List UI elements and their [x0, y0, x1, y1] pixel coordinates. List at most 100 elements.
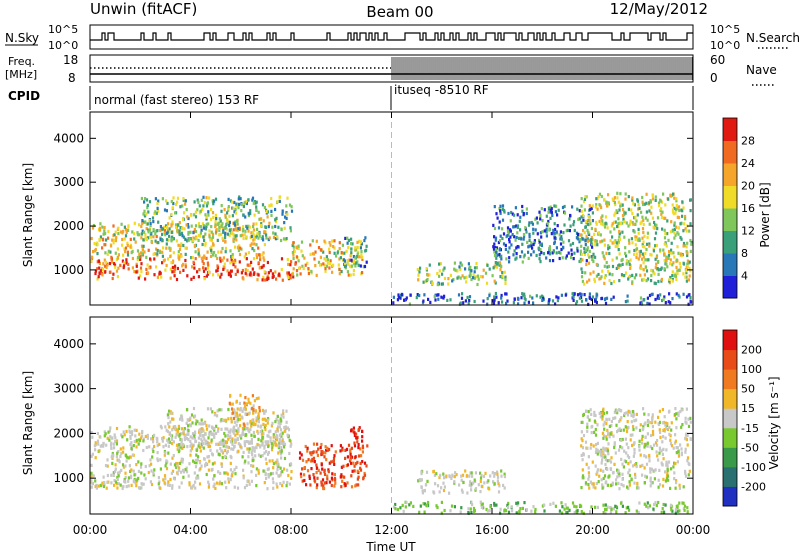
data-cell [271, 477, 274, 481]
data-cell [545, 227, 548, 231]
data-cell [475, 266, 478, 270]
data-cell [261, 441, 264, 445]
data-cell [663, 236, 667, 240]
data-cell [197, 252, 200, 256]
data-cell [458, 483, 461, 487]
data-cell [531, 222, 534, 226]
data-cell [155, 229, 158, 233]
data-cell [664, 301, 667, 305]
data-cell [246, 263, 249, 267]
data-cell [672, 251, 675, 255]
data-cell [253, 228, 256, 232]
data-cell [616, 244, 619, 248]
data-cell [601, 239, 604, 243]
data-cell [581, 270, 584, 274]
data-cell [272, 443, 275, 447]
data-cell [434, 298, 437, 302]
data-cell [575, 505, 578, 509]
data-cell [583, 252, 586, 256]
data-cell [646, 218, 649, 222]
data-cell [148, 228, 151, 232]
data-cell [97, 442, 100, 446]
data-cell [571, 501, 575, 505]
data-cell [470, 488, 473, 492]
data-cell [648, 209, 651, 213]
data-cell [522, 212, 525, 216]
data-cell [117, 450, 120, 454]
data-cell [301, 254, 304, 258]
data-cell [470, 510, 473, 515]
data-cell [611, 235, 614, 239]
data-cell [493, 264, 496, 268]
data-cell [363, 239, 366, 243]
data-cell [469, 273, 472, 277]
data-cell [545, 214, 548, 218]
data-cell [181, 264, 184, 268]
data-cell [326, 477, 329, 481]
data-cell [624, 197, 627, 201]
data-cell [210, 250, 213, 254]
data-cell [333, 251, 336, 255]
data-cell [583, 231, 586, 235]
data-cell [666, 464, 669, 468]
data-cell [315, 450, 318, 454]
data-cell [645, 210, 648, 214]
data-cell [603, 264, 606, 268]
data-cell [313, 476, 316, 480]
data-cell [345, 464, 348, 468]
data-cell [277, 474, 280, 478]
data-cell [598, 277, 601, 281]
data-cell [292, 256, 295, 261]
data-cell [613, 201, 616, 205]
data-cell [655, 450, 658, 454]
data-cell [352, 426, 355, 430]
data-cell [581, 468, 584, 472]
data-cell [670, 444, 674, 448]
data-cell [328, 266, 331, 270]
data-cell [611, 222, 614, 226]
data-cell [331, 239, 334, 243]
data-cell [195, 461, 198, 465]
data-cell [646, 301, 649, 305]
data-cell [567, 239, 571, 243]
data-cell [161, 238, 164, 242]
data-cell [516, 245, 519, 249]
data-cell [626, 294, 629, 298]
data-cell [238, 434, 241, 438]
data-cell [131, 249, 134, 253]
data-cell [684, 275, 687, 279]
data-cell [139, 257, 142, 261]
data-cell [137, 476, 140, 480]
data-cell [521, 204, 524, 209]
data-cell [653, 281, 656, 285]
data-cell [123, 478, 126, 482]
data-cell [548, 245, 551, 249]
data-cell [674, 233, 677, 237]
data-cell [428, 273, 431, 277]
data-cell [440, 511, 443, 515]
data-cell [591, 482, 594, 486]
data-cell [231, 200, 234, 204]
data-cell [664, 203, 667, 207]
data-cell [610, 419, 613, 424]
data-cell [647, 506, 650, 510]
data-cell [454, 471, 457, 475]
data-cell [305, 460, 308, 464]
data-cell [603, 238, 606, 242]
data-cell [265, 440, 268, 444]
data-cell [194, 229, 198, 234]
data-cell [274, 435, 277, 439]
data-cell [279, 441, 282, 445]
data-cell [585, 259, 588, 263]
data-cell [205, 439, 208, 443]
data-cell [115, 236, 118, 240]
data-cell [616, 411, 619, 415]
data-cell [657, 478, 660, 482]
data-cell [438, 262, 441, 266]
data-cell [231, 442, 234, 446]
data-cell [269, 269, 272, 273]
data-cell [630, 478, 633, 482]
data-cell [103, 264, 107, 268]
data-cell [472, 481, 475, 485]
data-cell [401, 503, 404, 507]
